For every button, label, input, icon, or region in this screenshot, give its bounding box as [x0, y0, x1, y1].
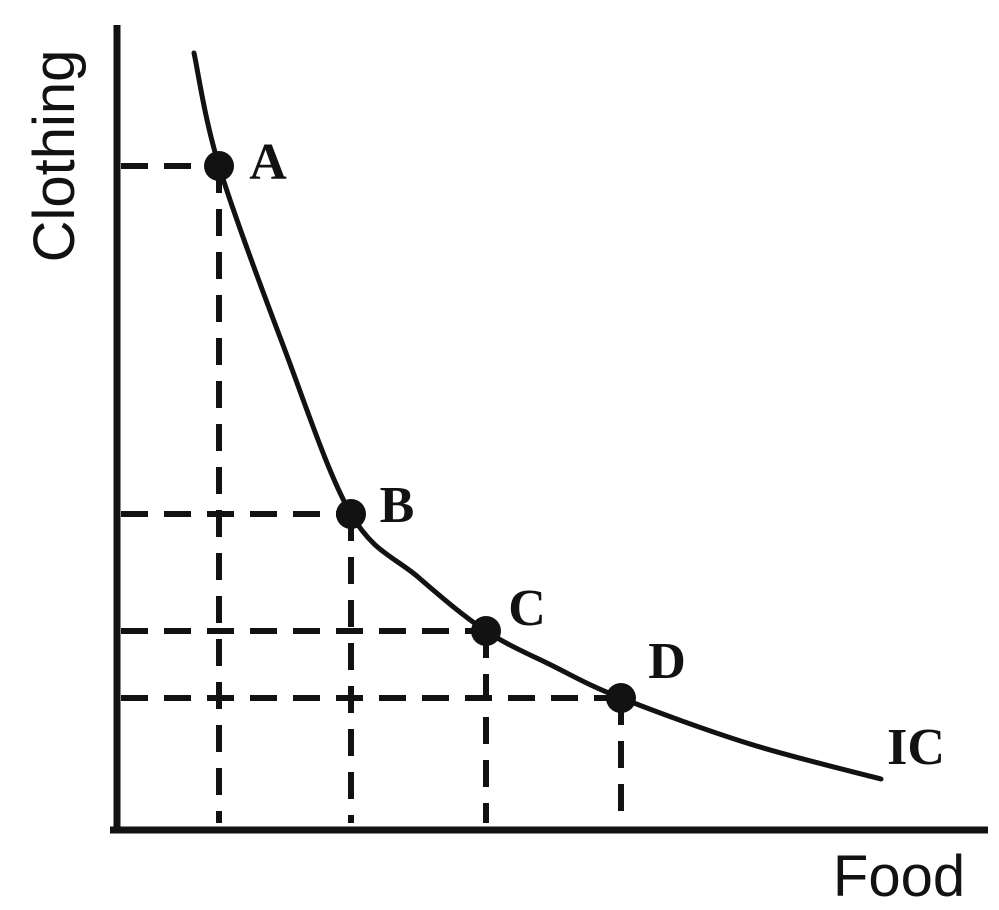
point-dot-c [471, 616, 501, 646]
point-label-d: D [648, 633, 686, 690]
curve-label-ic: IC [887, 719, 945, 776]
point-dot-a [204, 151, 234, 181]
point-label-b: B [379, 477, 415, 534]
x-axis-label: Food [832, 844, 966, 909]
point-label-a: A [249, 134, 287, 191]
point-label-c: C [508, 580, 546, 637]
indifference-curve [191, 50, 884, 782]
point-dot-b [336, 499, 366, 529]
point-dot-d [606, 683, 636, 713]
y-axis-label: Clothing [22, 49, 87, 263]
